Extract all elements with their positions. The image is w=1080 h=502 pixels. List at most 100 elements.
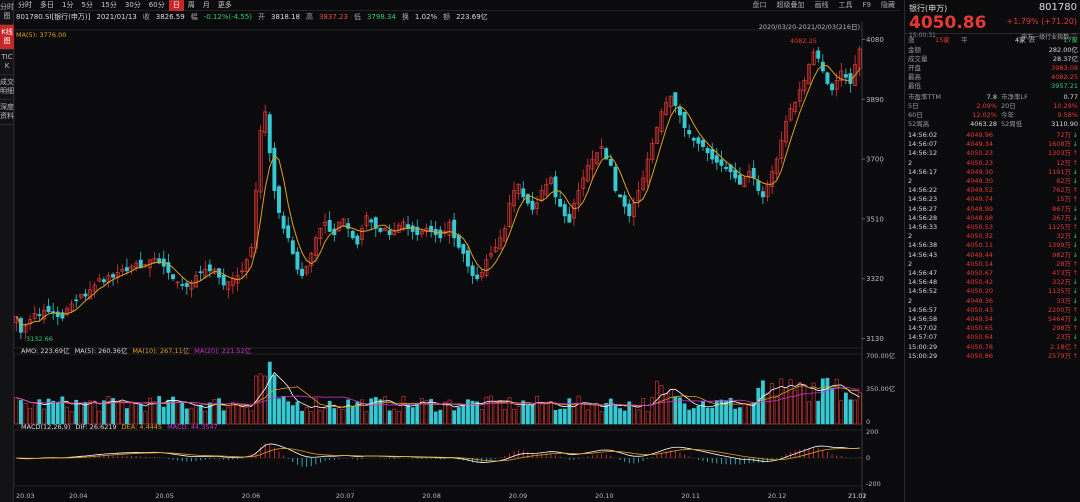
volume-bar	[807, 401, 811, 425]
volume-bar	[737, 407, 742, 425]
period-tab-0[interactable]: 分时	[18, 0, 32, 9]
period-tab-1[interactable]: 多日	[40, 0, 54, 9]
volume-bar	[438, 409, 443, 425]
tick-row-cell: 14:56:22	[908, 186, 938, 195]
period-tab-4[interactable]: 15分	[100, 0, 117, 9]
tick-row-cell: 4050.23	[966, 158, 993, 167]
candle-body	[346, 223, 351, 229]
volume-bar	[350, 406, 355, 425]
candle-body	[788, 108, 793, 121]
candle-body	[244, 259, 249, 272]
volume-bar	[23, 402, 28, 425]
tick-row-cell: ↓	[1072, 287, 1078, 296]
volume-bar	[281, 396, 286, 425]
candle-body	[816, 50, 821, 59]
tick-row: 14:56:23 4049.74 15万 ↑	[905, 195, 1080, 204]
date-tick-label: 20.05	[155, 492, 174, 500]
side-tab-4[interactable]: 深度资料	[0, 100, 14, 125]
volume-bar	[300, 410, 304, 425]
side-tab-3[interactable]: 成交明细	[0, 75, 14, 100]
volume-bar	[442, 401, 447, 425]
period-tab-5[interactable]: 30分	[124, 0, 141, 9]
candle-body	[760, 191, 765, 198]
period-tab-10[interactable]: 更多	[217, 0, 232, 9]
volume-bar	[456, 407, 461, 425]
volume-bar	[148, 397, 152, 425]
candle-body	[456, 234, 461, 248]
kline-chart[interactable]: 4080 3890 3700 3510 3320 3130 2020/03/20-2021/…	[14, 22, 900, 502]
candle-body	[843, 74, 848, 78]
period-tab-6[interactable]: 60分	[148, 0, 165, 9]
candle-body	[258, 130, 263, 193]
tool-4[interactable]: F9	[862, 1, 871, 9]
tick-row-cell: 1399万	[1047, 241, 1071, 250]
volume-bar	[719, 399, 724, 425]
volume-bar	[843, 392, 848, 425]
volume-bar	[793, 389, 798, 425]
volume-bar	[346, 399, 351, 425]
stat-row: 开盘 3983.08	[905, 64, 1080, 73]
side-tab-1[interactable]: K线图	[0, 25, 14, 50]
volume-bar	[410, 407, 415, 425]
tick-row: 2 4050.32 32万 ↓	[905, 232, 1080, 241]
tick-row-cell: 4049.54	[966, 315, 993, 323]
volume-bar	[512, 409, 516, 425]
tick-row-cell: 2	[908, 158, 913, 167]
candle-body	[143, 264, 148, 266]
tick-row-cell: 23万	[1056, 333, 1071, 342]
pe-row-cell: 2.09%	[976, 102, 997, 110]
candle-body	[802, 80, 807, 92]
period-tab-8[interactable]: 周	[187, 0, 195, 9]
tool-2[interactable]: 画线	[814, 1, 829, 9]
tool-0[interactable]: 盘口	[752, 1, 767, 9]
candle-body	[309, 253, 314, 267]
candle-body	[687, 130, 692, 135]
volume-bar	[774, 395, 779, 425]
price-tick-label: 3700	[866, 156, 884, 164]
tick-row: 14:56:27 4048.99 867万 ↓	[905, 205, 1080, 214]
tick-row-cell: ↓	[1072, 296, 1078, 305]
vol-ma10-line	[16, 385, 860, 408]
volume-bar	[618, 408, 622, 425]
candle-body	[535, 202, 540, 209]
volume-bar	[470, 400, 475, 425]
candle-body	[226, 281, 231, 290]
tool-3[interactable]: 工具	[838, 1, 853, 9]
tick-row-cell: 4050.20	[966, 287, 993, 296]
volume-bar	[138, 404, 143, 425]
candle-body	[452, 219, 457, 239]
tick-row-cell: 14:56:52	[908, 287, 938, 296]
breadth-row-cell: 平	[961, 36, 968, 44]
stat-row-cell: 最高	[908, 73, 921, 81]
volume-bar	[650, 397, 655, 425]
period-tab-3[interactable]: 5分	[81, 0, 93, 9]
turn-label: 换	[401, 12, 409, 21]
period-tab-7[interactable]: 日	[168, 0, 184, 11]
tick-row-cell: ↑	[1072, 149, 1078, 158]
candle-body	[830, 83, 835, 91]
volume-bar	[115, 400, 120, 425]
volume-bar	[461, 405, 466, 425]
candle-body	[512, 190, 517, 207]
volume-bar	[277, 398, 281, 425]
period-tab-2[interactable]: 1分	[62, 0, 74, 9]
tick-row: 14:56:22 4049.52 762万 ↑	[905, 186, 1080, 195]
tick-row-cell: 14:56:27	[908, 204, 938, 213]
volume-bar	[724, 400, 728, 425]
period-tab-9[interactable]: 月	[202, 0, 210, 9]
volume-bar	[240, 406, 245, 425]
tick-row-cell: 1608万	[1047, 140, 1071, 149]
volume-bar	[839, 400, 844, 425]
category-link[interactable]: 申万一级行业指数 ⓘ	[1021, 34, 1077, 41]
candle-body	[756, 180, 761, 191]
pe-row-cell: 0.77	[1063, 93, 1078, 101]
tool-5[interactable]: 隐藏	[881, 1, 895, 9]
tick-row-cell: ↓	[1072, 278, 1078, 287]
tools-menu: 盘口 超级叠加 画线 工具 F9 隐藏	[748, 0, 900, 11]
volume-bar	[590, 404, 595, 425]
side-tab-2[interactable]: TICK	[0, 50, 14, 75]
tick-row-cell: ↑	[1072, 223, 1078, 231]
side-tab-0[interactable]: 分时图	[0, 0, 14, 25]
volume-bar	[88, 400, 92, 425]
tool-1[interactable]: 超级叠加	[776, 1, 805, 9]
